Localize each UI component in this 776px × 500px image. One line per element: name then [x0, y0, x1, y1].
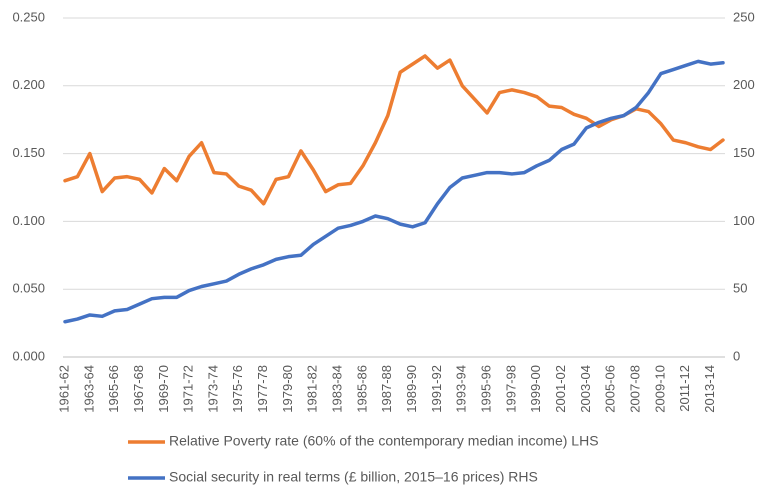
x-tick-label: 1977-78	[255, 365, 270, 413]
x-tick-label: 1967-68	[131, 365, 146, 413]
x-tick-label: 1973-74	[205, 365, 220, 413]
x-tick-label: 1999-00	[528, 365, 543, 413]
x-tick-label: 1965-66	[106, 365, 121, 413]
legend-label: Relative Poverty rate (60% of the contem…	[169, 433, 599, 449]
x-tick-label: 2005-06	[603, 365, 618, 413]
y-tick-label: 0.200	[12, 77, 45, 92]
y-tick-label: 0.100	[12, 213, 45, 228]
x-tick-label: 2003-04	[578, 365, 593, 413]
x-tick-label: 2007-08	[628, 365, 643, 413]
x-tick-label: 2001-02	[553, 365, 568, 413]
y-tick-label: 0.250	[12, 9, 45, 24]
y2-tick-label: 100	[733, 213, 755, 228]
series-line	[63, 59, 725, 324]
x-tick-label: 1979-80	[280, 365, 295, 413]
x-tick-label: 1991-92	[429, 365, 444, 413]
y-tick-label: 0.050	[12, 281, 45, 296]
x-tick-label: 2009-10	[652, 365, 667, 413]
x-tick-label: 1983-84	[330, 365, 345, 413]
y2-tick-label: 0	[733, 348, 740, 363]
x-tick-label: 1993-94	[454, 365, 469, 413]
x-tick-label: 1969-70	[156, 365, 171, 413]
x-tick-label: 1961-62	[56, 365, 71, 413]
x-tick-label: 2013-14	[702, 365, 717, 413]
series-line	[63, 54, 725, 206]
x-tick-label: 1989-90	[404, 365, 419, 413]
x-tick-label: 1975-76	[230, 365, 245, 413]
x-tick-label: 2011-12	[677, 365, 692, 412]
y2-tick-label: 250	[733, 9, 755, 24]
x-tick-label: 1981-82	[305, 365, 320, 413]
y2-tick-label: 50	[733, 281, 747, 296]
y2-tick-label: 150	[733, 145, 755, 160]
x-tick-label: 1995-96	[479, 365, 494, 413]
y-tick-label: 0.150	[12, 145, 45, 160]
x-tick-label: 1997-98	[503, 365, 518, 413]
y-tick-label: 0.000	[12, 348, 45, 363]
x-tick-label: 1963-64	[81, 365, 96, 413]
x-tick-label: 1985-86	[354, 365, 369, 413]
legend-label: Social security in real terms (£ billion…	[169, 469, 538, 485]
x-tick-label: 1971-72	[181, 365, 196, 413]
x-tick-label: 1987-88	[379, 365, 394, 413]
y2-tick-label: 200	[733, 77, 755, 92]
